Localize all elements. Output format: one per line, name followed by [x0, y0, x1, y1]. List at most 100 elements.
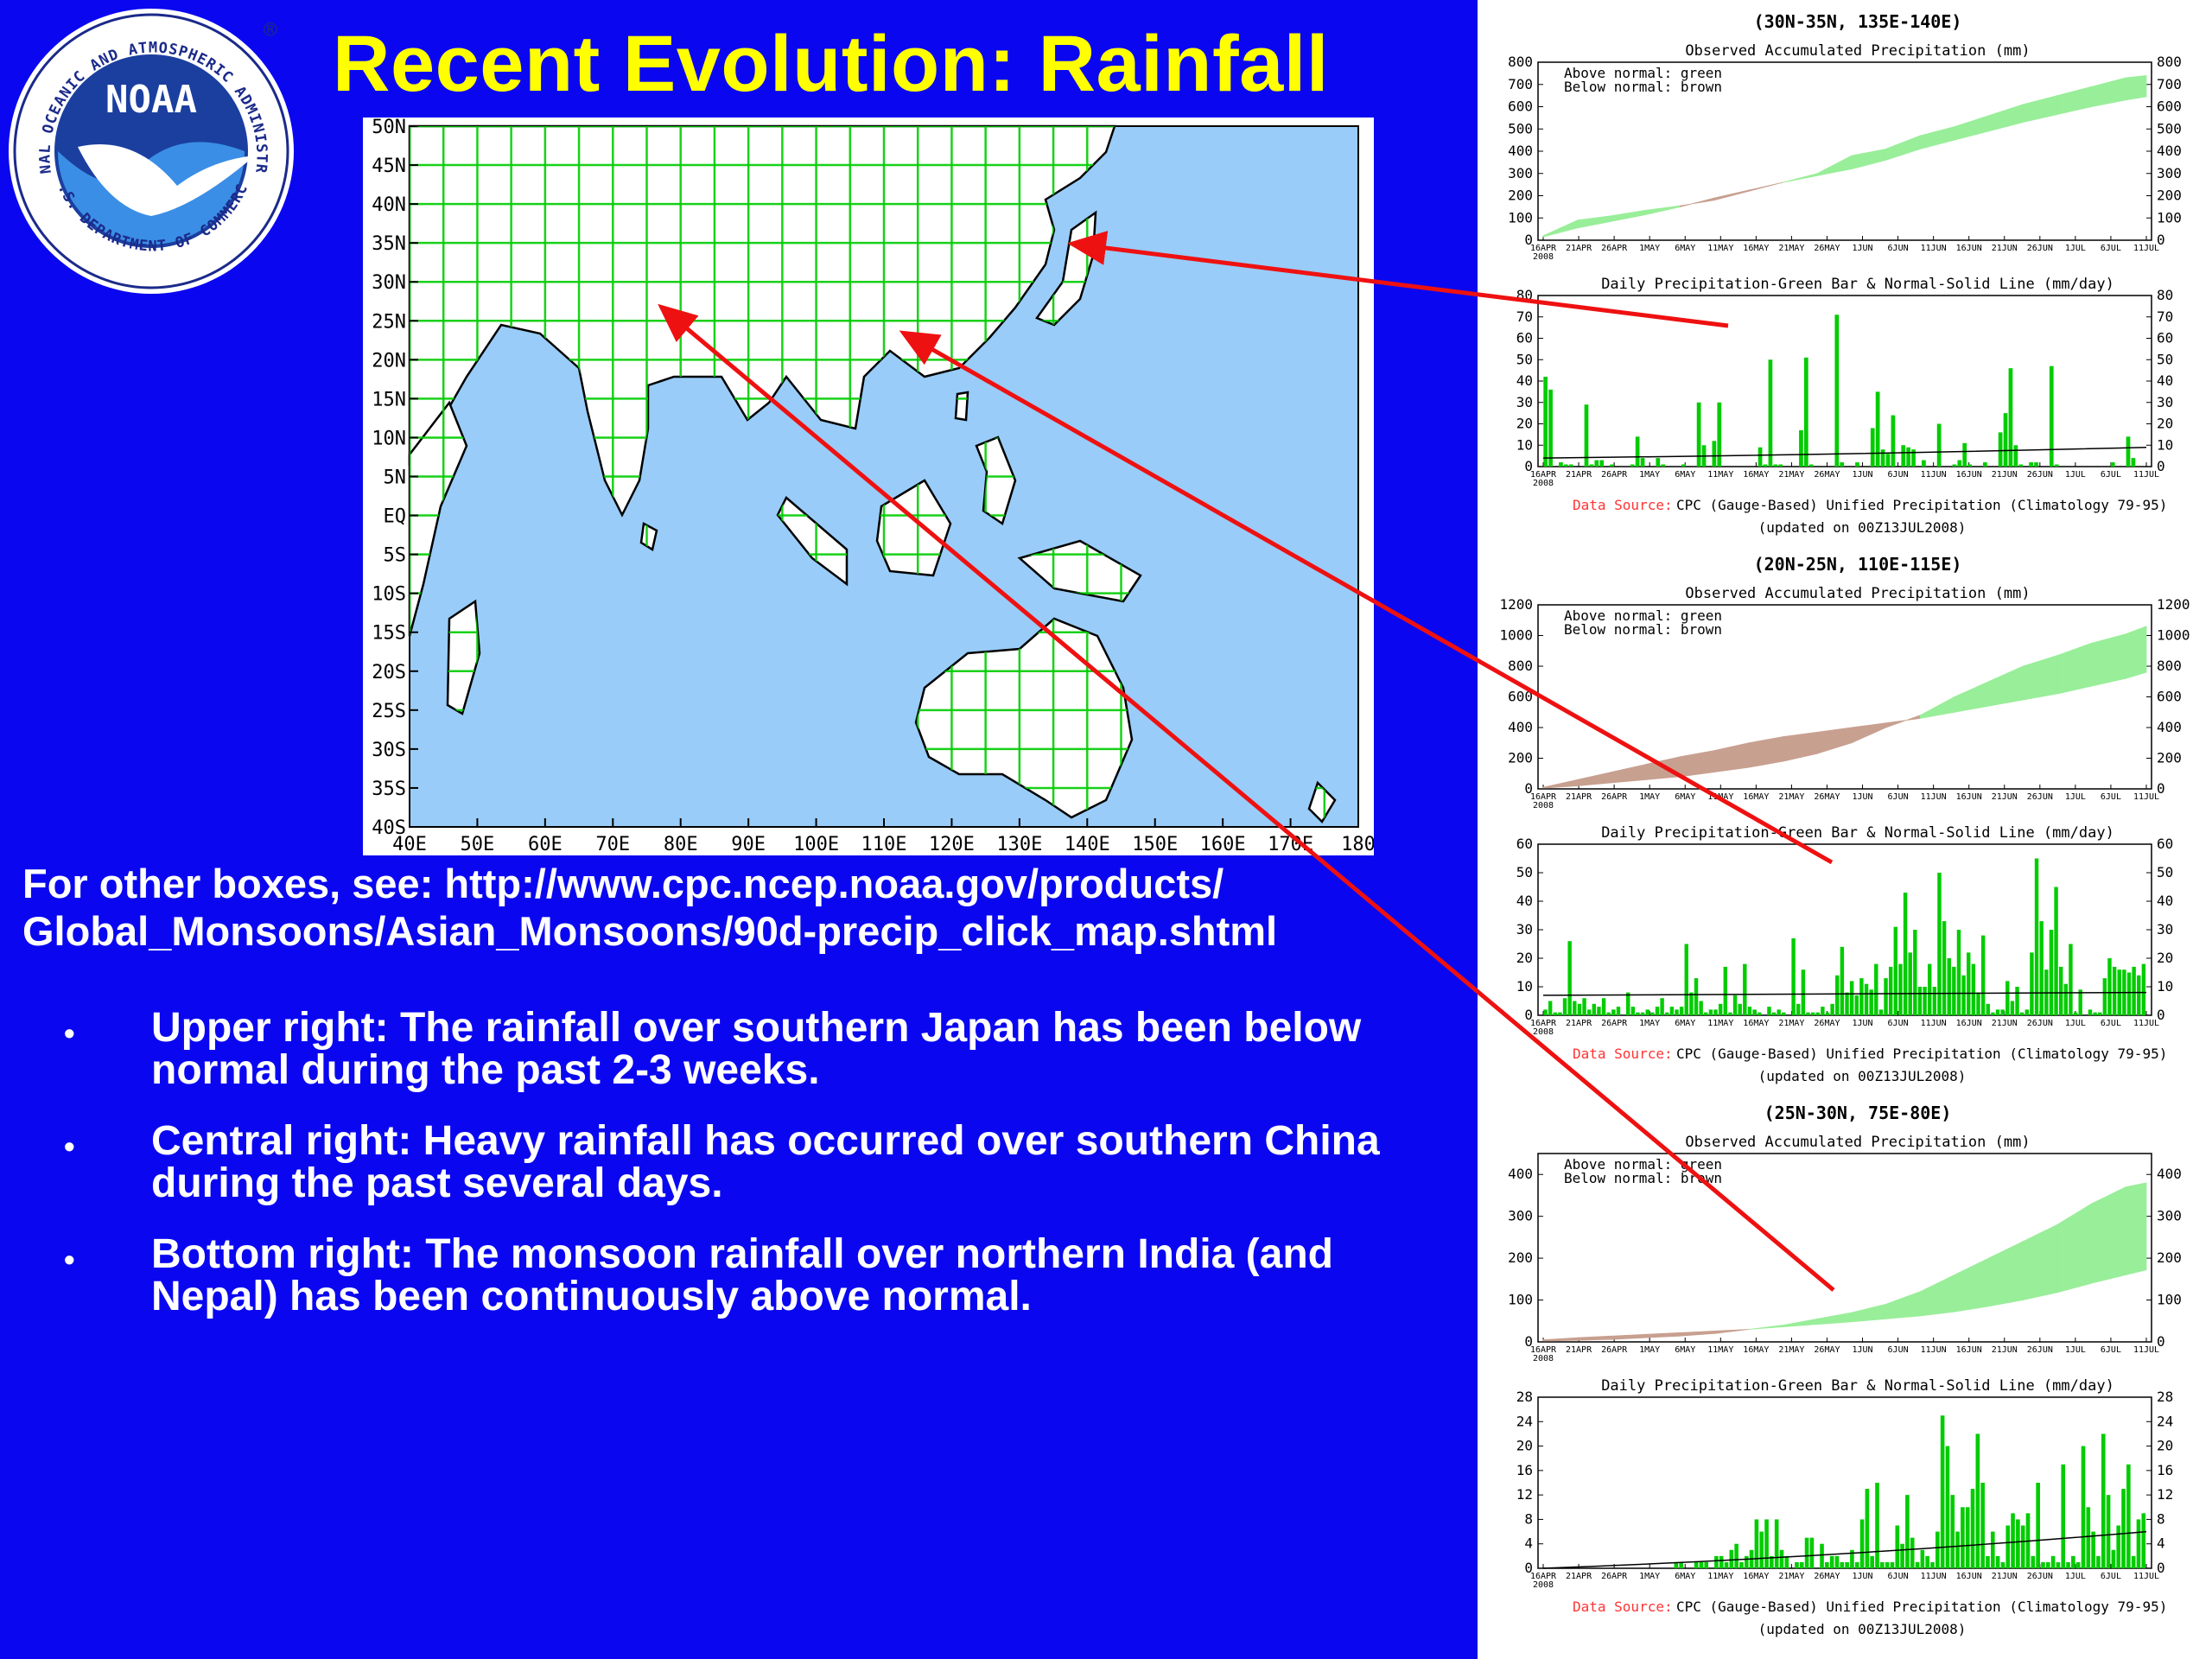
map-lat-label: 35N: [372, 233, 406, 255]
daily-bar: [2049, 365, 2054, 467]
slide-title: Recent Evolution: Rainfall: [333, 20, 1329, 108]
daily-bar: [1577, 1003, 1582, 1015]
y-tick-label: 80: [1516, 287, 1533, 303]
daily-bar: [1840, 462, 1845, 467]
x-tick-label: 11JUN: [1921, 1345, 1947, 1355]
daily-bar: [1601, 998, 1606, 1015]
y-tick-label-right: 40: [2157, 893, 2173, 909]
x-tick-label: 16MAY: [1743, 470, 1769, 480]
map-lon-label: 80E: [664, 834, 698, 855]
daily-bar: [1849, 981, 1854, 1015]
daily-bar: [1767, 1007, 1771, 1015]
y-tick-label-right: 0: [2157, 232, 2165, 248]
legend-above: Above normal: green: [1564, 65, 1722, 81]
daily-bar: [2019, 1012, 2024, 1015]
above-normal-area: [1816, 155, 1853, 176]
below-normal-area: [1783, 731, 1818, 762]
daily-bar: [2050, 1555, 2056, 1568]
daily-bar: [1610, 464, 1614, 467]
india-accumulated-chart: (25N-30N, 75E-80E) Observed Accumulated P…: [1508, 1103, 2182, 1363]
x-tick-label: 11MAY: [1707, 1572, 1733, 1581]
daily-bar: [1998, 432, 2003, 467]
above-normal-area: [1885, 1291, 1921, 1319]
above-normal-area: [2125, 1182, 2147, 1275]
daily-bar: [1796, 1003, 1801, 1015]
daily-bar: [1799, 429, 1803, 467]
daily-bar: [1699, 1561, 1704, 1568]
daily-bar: [1558, 1012, 1562, 1015]
above-normal-area: [1954, 1257, 1989, 1313]
x-tick-label: 11JUN: [1921, 1019, 1947, 1028]
daily-bar: [2034, 858, 2039, 1015]
daily-bar: [2056, 1561, 2061, 1568]
daily-bar: [1937, 873, 1942, 1015]
x-tick-label: 21APR: [1566, 1019, 1592, 1028]
daily-bar: [1723, 966, 1728, 1015]
daily-bar: [1915, 1561, 1920, 1568]
x-tick-label: 21MAY: [1778, 244, 1804, 253]
x-tick-label: 21APR: [1566, 1572, 1592, 1581]
x-tick-label: 26MAY: [1814, 1572, 1840, 1581]
daily-bar: [1704, 1561, 1709, 1568]
map-lat-label: 40N: [372, 194, 406, 216]
x-tick-label: 21APR: [1566, 244, 1592, 253]
daily-bar: [2116, 1525, 2121, 1568]
chart-frame: [1537, 1396, 2152, 1569]
x-tick-label: 16JUN: [1956, 1345, 1982, 1355]
daily-bar: [1945, 1446, 1950, 1568]
daily-bar: [1803, 357, 1808, 467]
daily-bar: [1717, 402, 1722, 467]
x-tick-label: 11JUL: [2133, 1572, 2159, 1581]
x-tick-label: 6MAY: [1675, 1019, 1695, 1028]
daily-bar: [2069, 944, 2073, 1015]
daily-bar: [1770, 1555, 1774, 1568]
daily-bar: [1930, 1561, 1935, 1568]
daily-bar: [1815, 1012, 1820, 1015]
y-tick-label-right: 0: [2157, 780, 2165, 797]
daily-bar: [2031, 1555, 2036, 1568]
daily-bar: [1961, 1507, 1965, 1568]
daily-bar: [2136, 1519, 2141, 1568]
x-tick-label: 16MAY: [1743, 1572, 1769, 1581]
legend-below: Below normal: brown: [1564, 79, 1722, 95]
x-tick-label: 21JUN: [1992, 792, 2018, 802]
chart-title: Observed Accumulated Precipitation (mm): [1685, 585, 2030, 602]
daily-bar: [1885, 1561, 1890, 1568]
above-normal-area: [2125, 75, 2147, 101]
daily-bar: [1656, 458, 1661, 467]
daily-bar: [2091, 1531, 2095, 1568]
below-normal-area: [1611, 1333, 1647, 1340]
daily-bar: [2126, 972, 2132, 1015]
map-lat-label: 40S: [372, 817, 406, 839]
daily-bar: [1599, 460, 1605, 467]
y-tick-label: 12: [1516, 1486, 1533, 1503]
x-tick-label: 6JUL: [2101, 1345, 2121, 1355]
daily-bar: [1947, 958, 1951, 1015]
x-tick-label: 26APR: [1601, 1572, 1628, 1581]
x-tick-label: 1JUN: [1852, 1019, 1872, 1028]
map-lat-label: EQ: [384, 506, 407, 528]
daily-bar: [1543, 1009, 1548, 1015]
y-tick-label: 50: [1516, 864, 1533, 880]
map-lat-label: 50N: [372, 118, 406, 138]
x-tick-label: 16MAY: [1743, 244, 1769, 253]
above-normal-area: [1919, 1274, 1955, 1317]
daily-bar: [1950, 1495, 1955, 1568]
daily-bar: [1734, 1543, 1738, 1568]
y-tick-label-right: 600: [2157, 99, 2182, 115]
daily-bar: [1771, 1012, 1777, 1015]
daily-bar: [1870, 428, 1875, 467]
y-tick-label: 800: [1508, 54, 1533, 70]
y-tick-label-right: 500: [2157, 120, 2182, 137]
daily-bar: [1955, 1531, 1960, 1568]
y-tick-label: 600: [1508, 689, 1533, 705]
daily-bar: [1779, 1549, 1784, 1568]
x-tick-label: 1JUN: [1852, 1572, 1872, 1581]
x-year-label: 2008: [1533, 252, 1554, 262]
chart-title: Daily Precipitation-Green Bar & Normal-S…: [1601, 1377, 2114, 1395]
daily-bar: [1965, 1507, 1970, 1568]
map-lat-label: 35S: [372, 779, 406, 800]
x-tick-label: 11MAY: [1707, 470, 1733, 480]
x-tick-label: 1MAY: [1639, 244, 1660, 253]
x-tick-label: 6MAY: [1675, 1345, 1695, 1355]
